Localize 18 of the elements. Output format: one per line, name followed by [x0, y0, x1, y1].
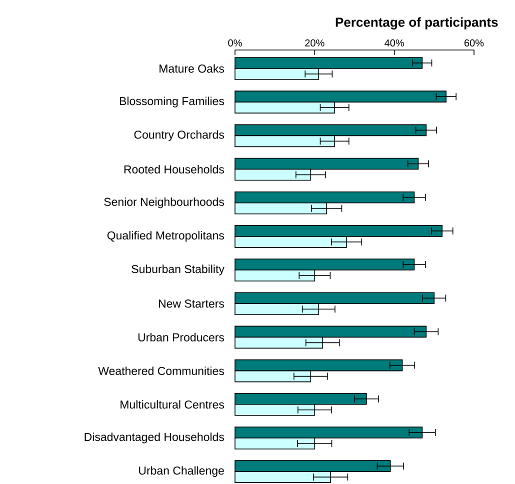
- y-tick-label: Disadvantaged Households: [84, 432, 224, 444]
- y-tick-label: Blossoming Families: [120, 96, 224, 108]
- y-tick-label: Suburban Stability: [132, 264, 224, 276]
- y-tick-label: Multicultural Centres: [120, 400, 224, 409]
- y-tick-label: Mature Oaks: [160, 64, 224, 73]
- x-axis-title: Percentage of participants: [336, 17, 498, 30]
- y-tick-label: Senior Neighbourhoods: [104, 197, 224, 208]
- y-tick-label: Qualified Metropolitans: [107, 231, 224, 242]
- y-tick-label: Weathered Communities: [98, 366, 224, 376]
- y-tick-label: Country Orchards: [134, 130, 224, 142]
- x-tick-label: 40%: [384, 39, 404, 46]
- x-tick-label: 0%: [228, 39, 242, 46]
- y-tick-label: Rooted Households: [124, 165, 224, 174]
- y-tick-label: Urban Producers: [138, 332, 224, 342]
- y-tick-label: New Starters: [158, 300, 224, 308]
- y-tick-label: Urban Challenge: [139, 466, 224, 477]
- x-tick-label: 60%: [464, 39, 484, 46]
- x-tick-label: 20%: [305, 39, 324, 46]
